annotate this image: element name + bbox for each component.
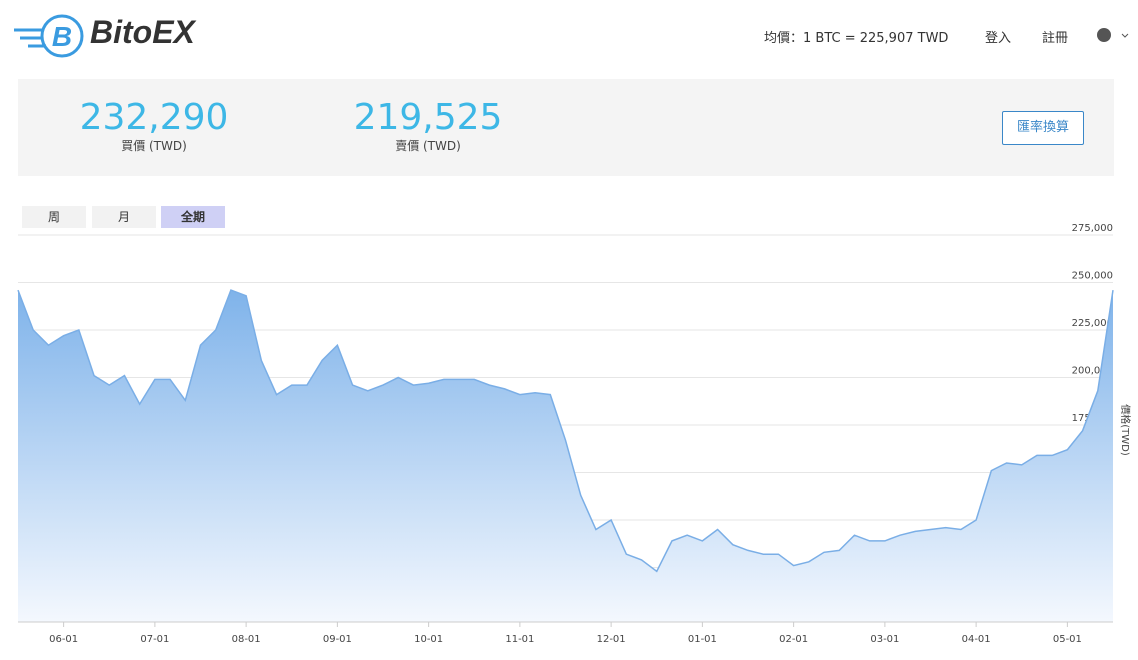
- y-tick-label: 275,000: [1072, 223, 1113, 234]
- buy-price: 232,290: [79, 97, 229, 138]
- brand[interactable]: BitoEX: [90, 14, 195, 50]
- y-tick-label: 75,000: [1078, 603, 1113, 614]
- area-fill: [18, 290, 1113, 622]
- rate: 均價：1 BTC = 225,907 TWD: [764, 31, 949, 46]
- price-line: [17, 289, 1114, 573]
- sell-price: 219,525: [353, 97, 503, 138]
- sell-label: 賣價 (TWD): [395, 139, 461, 153]
- register[interactable]: 註冊: [1042, 31, 1069, 46]
- x-tick-label: 03-01: [870, 634, 899, 645]
- tab-active[interactable]: 全期: [161, 206, 225, 228]
- y-tick-label: 125,000: [1072, 508, 1113, 519]
- language-menu[interactable]: [1096, 26, 1136, 46]
- x-tick-label: 04-01: [962, 634, 991, 645]
- x-tick-label: 05-01: [1053, 634, 1082, 645]
- buy-label: 買價 (TWD): [121, 139, 187, 153]
- login[interactable]: 登入: [985, 31, 1012, 46]
- logo-icon: B: [14, 14, 84, 58]
- y-tick-label: 225,000: [1072, 318, 1113, 329]
- y-tick-label: 150,000: [1072, 461, 1113, 472]
- x-tick-label: 10-01: [414, 634, 443, 645]
- x-tick-label: 07-01: [140, 634, 169, 645]
- x-tick-label: 12-01: [597, 634, 626, 645]
- y-tick-label: 250,000: [1072, 271, 1113, 282]
- y-tick-label: 200,000: [1072, 366, 1113, 377]
- y-axis-title: 價格(TWD): [1119, 404, 1132, 456]
- header: B BitoEX 均價：1 BTC = 225,907 TWD 登入 註冊: [0, 0, 1138, 70]
- x-tick-label: 08-01: [232, 634, 261, 645]
- convert-button[interactable]: 匯率換算: [1002, 111, 1084, 145]
- tab[interactable]: 月: [92, 206, 156, 228]
- x-tick-label: 01-01: [688, 634, 717, 645]
- tab[interactable]: 周: [22, 206, 86, 228]
- logo-mark: B: [52, 21, 72, 52]
- x-tick-label: 06-01: [49, 634, 78, 645]
- y-tick-label: 100,000: [1072, 556, 1113, 567]
- price-panel: 232,290 買價 (TWD) 219,525 賣價 (TWD) 匯率換算: [18, 79, 1114, 176]
- x-tick-label: 09-01: [323, 634, 352, 645]
- y-tick-label: 175,000: [1072, 413, 1113, 424]
- x-tick-label: 02-01: [779, 634, 808, 645]
- x-tick-label: 11-01: [505, 634, 534, 645]
